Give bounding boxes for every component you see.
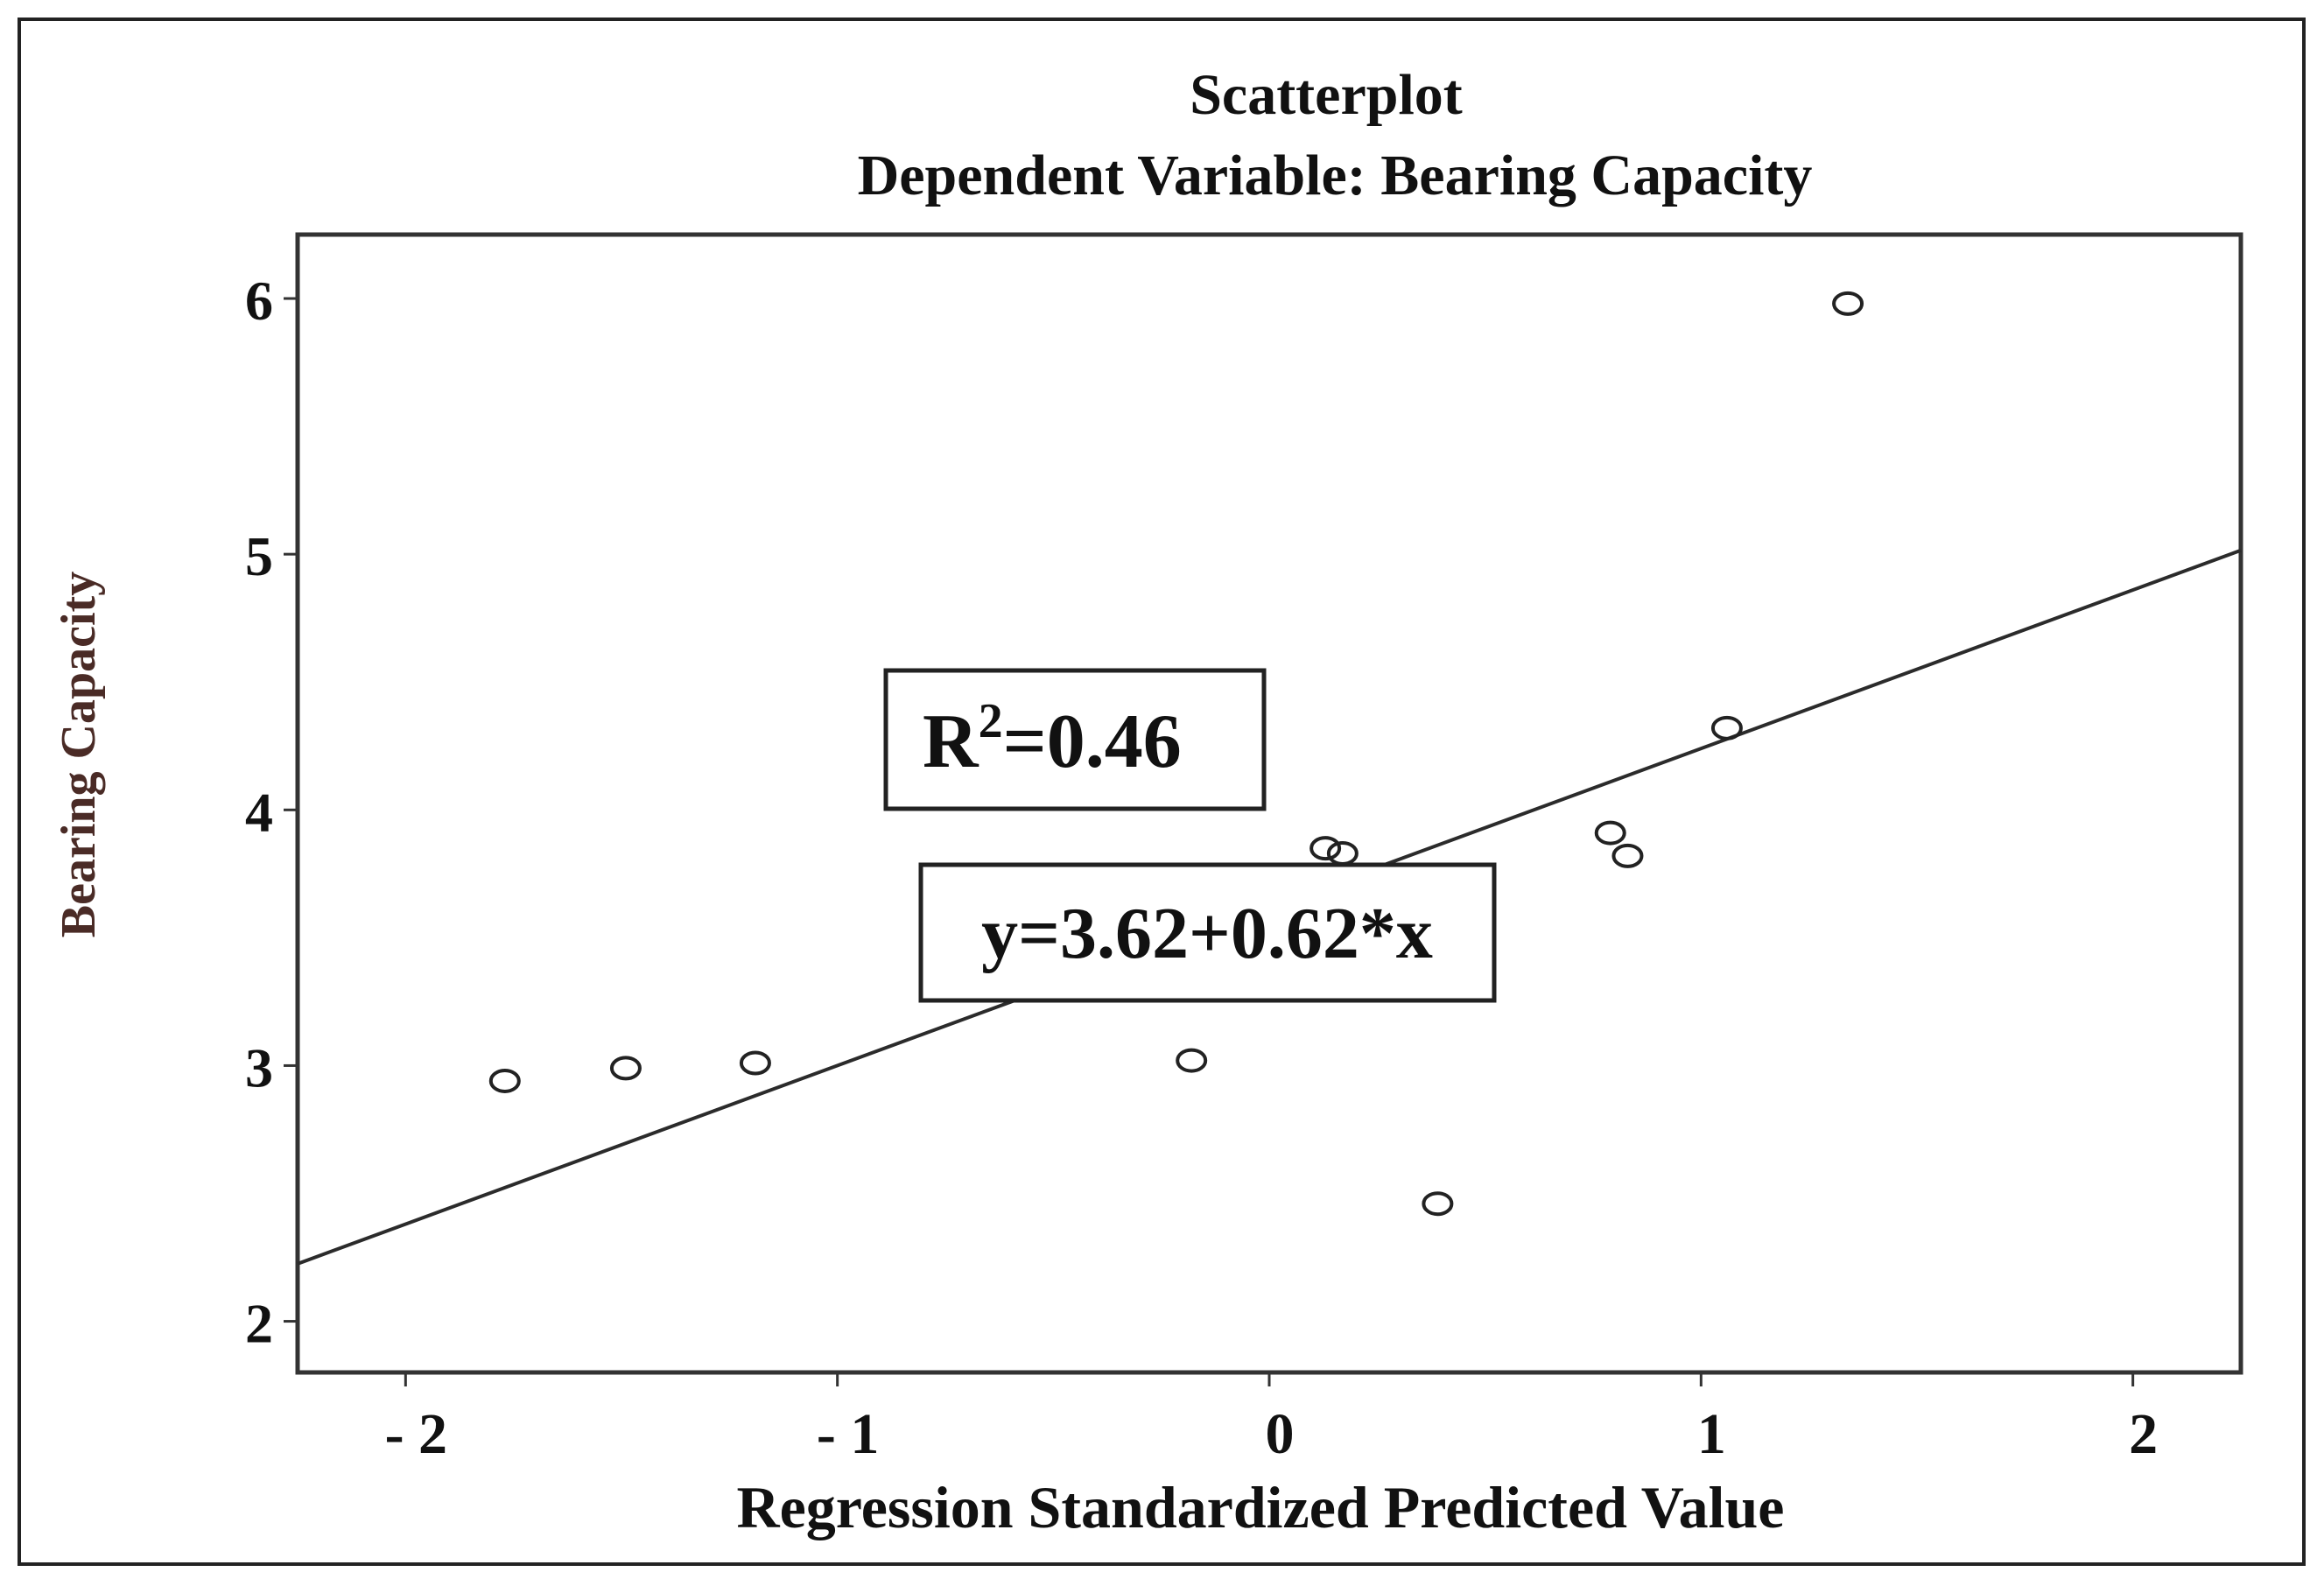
data-points: [488, 291, 1864, 1217]
equation-box: [918, 862, 1497, 1003]
y-tick-label-6: 6: [245, 270, 273, 332]
y-axis-label: Bearing Capacity: [52, 572, 106, 937]
y-tick-label-3: 3: [245, 1036, 273, 1098]
plot-area: [295, 232, 2243, 1375]
data-point-2: [609, 1056, 642, 1081]
r-squared-superscript: 2: [979, 694, 1003, 748]
chart-title: Scatterplot: [1190, 63, 1463, 127]
y-axis: 2 3 4 5 6: [245, 270, 298, 1355]
data-point-11: [1832, 291, 1864, 316]
x-tick-label-3: 1: [1697, 1402, 1726, 1466]
r-squared-symbol: R: [923, 699, 979, 784]
r-squared-text: R2=0.46: [923, 694, 1182, 784]
data-point-7: [1422, 1191, 1454, 1217]
x-tick-label-1: - 1: [817, 1402, 879, 1466]
data-point-8: [1594, 820, 1626, 846]
r-squared-box: [883, 668, 1267, 811]
chart-subtitle: Dependent Variable: Bearing Capacity: [858, 144, 1813, 207]
r-squared-value: =0.46: [1003, 699, 1182, 784]
y-tick-label-5: 5: [245, 525, 273, 587]
data-point-5: [1309, 836, 1342, 861]
data-point-10: [1710, 715, 1743, 740]
x-tick-label-2: 0: [1266, 1402, 1295, 1466]
x-axis-label: Regression Standardized Predicted Value: [737, 1474, 1785, 1540]
data-point-4: [1176, 1048, 1208, 1073]
data-point-9: [1611, 843, 1644, 868]
data-point-1: [488, 1068, 521, 1093]
equation-text: y=3.62+0.62*x: [981, 893, 1433, 974]
y-tick-label-2: 2: [245, 1293, 273, 1355]
x-tick-label-0: - 2: [385, 1402, 447, 1466]
data-point-3: [739, 1050, 771, 1076]
equation-annotation: y=3.62+0.62*x: [918, 862, 1497, 1003]
x-tick-label-4: 2: [2129, 1402, 2158, 1466]
y-tick-label-4: 4: [245, 781, 273, 843]
x-axis: - 2 - 1 0 1 2: [385, 1372, 2158, 1466]
r-squared-annotation: R2=0.46: [883, 668, 1267, 811]
